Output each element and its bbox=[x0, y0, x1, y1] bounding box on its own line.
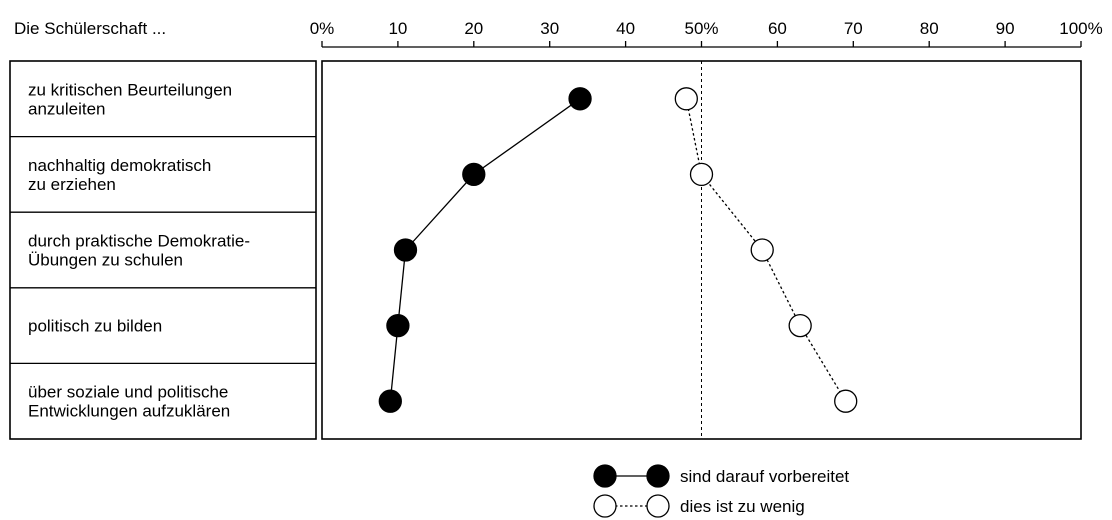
legend-marker bbox=[646, 464, 670, 488]
data-point bbox=[834, 389, 858, 413]
category-label: nachhaltig demokratisch zu erziehen bbox=[28, 156, 211, 194]
category-label-line: anzuleiten bbox=[28, 99, 106, 118]
data-point bbox=[689, 162, 714, 187]
category-label: zu kritischen Beurteilungen anzuleiten bbox=[28, 80, 232, 118]
x-tick-label: 10 bbox=[388, 19, 407, 38]
data-point bbox=[378, 389, 402, 413]
legend-marker bbox=[593, 464, 617, 488]
category-label-line: Übungen zu schulen bbox=[28, 251, 183, 270]
x-tick-label: 70 bbox=[844, 19, 863, 38]
series-line-0 bbox=[389, 98, 581, 402]
x-tick-label: 40 bbox=[616, 19, 635, 38]
category-label-line: zu erziehen bbox=[28, 175, 116, 194]
x-tick-label: 100% bbox=[1059, 19, 1102, 38]
data-point bbox=[674, 87, 698, 111]
data-point bbox=[750, 238, 774, 262]
category-label: über soziale und politische Entwicklungen… bbox=[28, 383, 230, 421]
category-table: zu kritischen Beurteilungen anzuleiten nac… bbox=[9, 60, 317, 440]
x-tick-label: 60 bbox=[768, 19, 787, 38]
legend-label: sind darauf vorbereitet bbox=[680, 467, 849, 486]
data-point bbox=[393, 238, 418, 262]
category-label-line: nachhaltig demokratisch bbox=[28, 156, 211, 175]
data-point bbox=[462, 162, 486, 187]
x-tick-label: 80 bbox=[920, 19, 939, 38]
category-label-line: durch praktische Demokratie- bbox=[28, 232, 250, 251]
legend: sind darauf vorbereitet dies ist zu wenig bbox=[593, 464, 849, 518]
legend-label: dies ist zu wenig bbox=[680, 497, 805, 516]
x-tick-label: 0% bbox=[310, 19, 335, 38]
category-label-line: zu kritischen Beurteilungen bbox=[28, 80, 232, 99]
data-point bbox=[568, 87, 592, 111]
x-tick-label: 20 bbox=[464, 19, 483, 38]
category-label-line: politisch zu bilden bbox=[28, 317, 162, 336]
category-header: Die Schülerschaft ... bbox=[14, 19, 166, 38]
category-table-frame bbox=[9, 60, 317, 440]
legend-marker bbox=[593, 494, 617, 518]
x-tick-label: 50% bbox=[684, 19, 718, 38]
data-point bbox=[788, 313, 812, 338]
category-label-line: Entwicklungen aufzuklären bbox=[28, 402, 230, 421]
category-label-line: über soziale und politische bbox=[28, 383, 228, 402]
data-point bbox=[386, 313, 410, 338]
x-tick-label: 30 bbox=[540, 19, 559, 38]
series-layer bbox=[378, 87, 858, 413]
x-tick-label: 90 bbox=[996, 19, 1015, 38]
x-axis: 0% 10 20 30 40 50% 60 70 80 90 100% bbox=[310, 19, 1103, 48]
category-label: durch praktische Demokratie-Übungen zu s… bbox=[28, 232, 250, 270]
category-label: politisch zu bilden bbox=[28, 317, 162, 336]
series-line-1 bbox=[685, 98, 847, 402]
legend-marker bbox=[646, 494, 670, 518]
